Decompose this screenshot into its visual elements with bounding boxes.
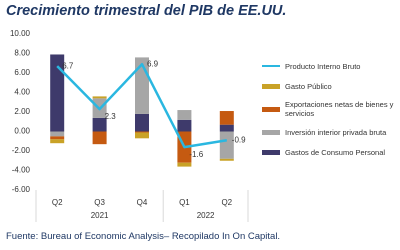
legend-swatch bbox=[262, 64, 280, 68]
bar-segment bbox=[92, 131, 107, 145]
y-tick-label: 8.00 bbox=[14, 49, 30, 58]
bar-segment bbox=[92, 96, 107, 99]
bar-segment bbox=[135, 131, 149, 133]
legend-item: Producto Interno Bruto bbox=[262, 60, 398, 72]
y-tick-label: 6.00 bbox=[14, 68, 30, 77]
bar-segment bbox=[219, 158, 234, 161]
line bbox=[56, 62, 227, 149]
y-tick-label: -2.00 bbox=[12, 146, 31, 155]
data-label: -0.9 bbox=[232, 135, 246, 144]
bar-segment bbox=[135, 113, 149, 132]
x-group-label: 2022 bbox=[197, 211, 215, 220]
y-tick-label: 10.00 bbox=[10, 29, 31, 38]
y-tick-label: -4.00 bbox=[12, 166, 31, 175]
x-tick-label: Q1 bbox=[179, 198, 190, 207]
bar-segment bbox=[50, 139, 65, 144]
bar-segment bbox=[177, 162, 192, 167]
legend-item: Inversión interior privada bruta bbox=[262, 126, 398, 138]
legend-swatch bbox=[262, 106, 280, 112]
x-tick-label: Q2 bbox=[52, 198, 63, 207]
legend: Producto Interno Bruto Gasto Público Expor… bbox=[262, 60, 398, 166]
x-group-label: 2021 bbox=[91, 211, 109, 220]
y-tick-label: 2.00 bbox=[14, 107, 30, 116]
bar-segment bbox=[92, 117, 107, 132]
x-tick-label: Q3 bbox=[94, 198, 105, 207]
data-label: 2.3 bbox=[105, 112, 117, 121]
bar-segment bbox=[177, 110, 192, 120]
data-label: -1.6 bbox=[189, 150, 203, 159]
bar-segment bbox=[219, 111, 234, 125]
source: Fuente: Bureau of Economic Analysis– Rec… bbox=[6, 231, 281, 242]
data-label: 6.9 bbox=[147, 59, 159, 68]
bar-segment bbox=[177, 119, 192, 132]
bar-segment bbox=[135, 132, 149, 139]
bar-segment bbox=[219, 124, 234, 132]
legend-label: Exportaciones netas de bienes y servicio… bbox=[285, 100, 394, 118]
bar-segment bbox=[50, 136, 65, 140]
x-tick-label: Q2 bbox=[221, 198, 232, 207]
legend-item: Gastos de Consumo Personal bbox=[262, 146, 398, 158]
legend-label: Gastos de Consumo Personal bbox=[285, 147, 386, 157]
legend-swatch bbox=[262, 149, 280, 155]
legend-label: Inversión interior privada bruta bbox=[285, 127, 387, 137]
y-tick-label: -6.00 bbox=[12, 185, 31, 194]
bar-segment bbox=[219, 131, 234, 159]
bar-segment bbox=[50, 131, 65, 137]
y-tick-label: 4.00 bbox=[14, 88, 30, 97]
y-tick-label: 0.00 bbox=[14, 127, 30, 136]
x-tick-label: Q4 bbox=[137, 198, 148, 207]
legend-label: Gasto Público bbox=[285, 81, 332, 91]
data-label: 6.7 bbox=[62, 61, 74, 70]
legend-label: Producto Interno Bruto bbox=[285, 61, 361, 71]
legend-swatch bbox=[262, 129, 280, 135]
legend-item: Exportaciones netas de bienes y servicio… bbox=[262, 100, 398, 118]
legend-swatch bbox=[262, 83, 280, 89]
bar-segment bbox=[50, 54, 65, 132]
legend-item: Gasto Público bbox=[262, 80, 398, 92]
chart-title: Crecimiento trimestral del PIB de EE.UU. bbox=[6, 3, 287, 19]
